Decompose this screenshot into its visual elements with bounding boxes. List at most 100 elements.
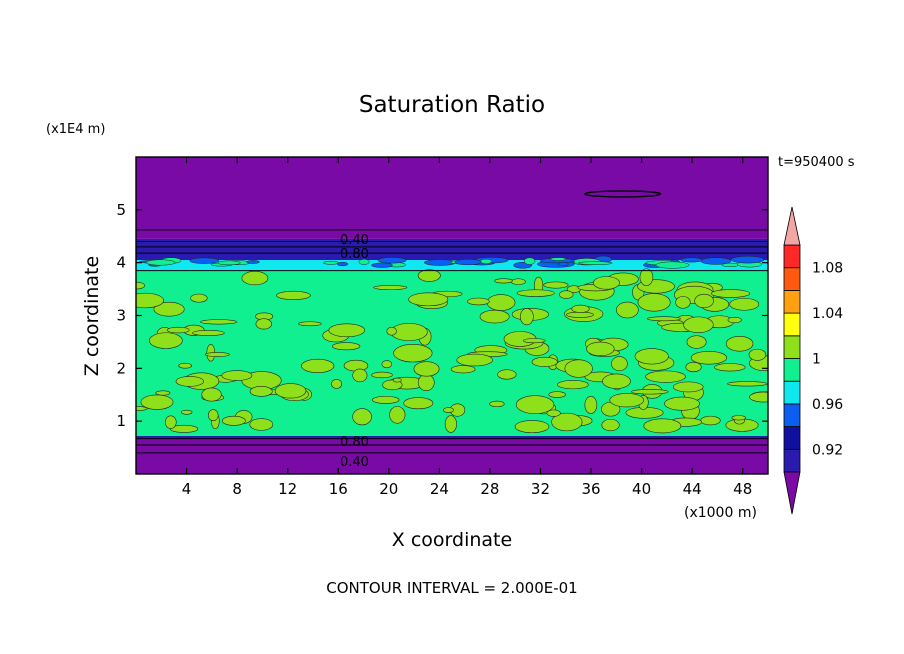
colorbar-label: 1.04 <box>812 306 843 322</box>
cloud-top-fragment <box>371 262 393 268</box>
cloud-top-fragment <box>217 260 241 266</box>
cloud-blob <box>637 293 671 312</box>
x-tick-label: 44 <box>683 480 702 498</box>
cloud-blob <box>516 289 555 297</box>
cloud-blob <box>467 297 490 306</box>
cloud-blob <box>444 415 457 433</box>
y-tick-label: 3 <box>116 307 126 325</box>
cloud-blob <box>643 418 682 434</box>
cloud-blob <box>609 393 645 408</box>
cloud-blob <box>164 415 177 429</box>
cloud-blob <box>672 381 704 393</box>
cloud-blob <box>371 395 400 404</box>
cloud-blob <box>586 341 615 357</box>
cloud-blob <box>694 293 714 309</box>
cloud-blob <box>639 268 654 287</box>
cloud-blob <box>392 377 402 383</box>
cloud-blob <box>200 319 238 325</box>
cloud-blob <box>352 408 372 426</box>
x-tick-label: 12 <box>278 480 297 498</box>
y-axis-ticks: 1 2 3 4 5 <box>116 201 768 430</box>
cloud-blob <box>181 409 193 415</box>
cloud-blob <box>531 356 558 367</box>
x-axis-label: X coordinate <box>392 529 512 551</box>
cloud-blob <box>389 406 406 424</box>
layer-band-4 <box>136 238 768 261</box>
colorbar: 0.92 0.96 1 1.04 1.08 <box>783 206 843 515</box>
colorbar-extend-max <box>783 206 801 246</box>
colorbar-box <box>783 403 801 427</box>
cloud-top-fragment <box>523 257 536 265</box>
x-tick-label: 24 <box>430 480 449 498</box>
cloud-blob <box>729 297 760 311</box>
colorbar-box <box>783 312 801 337</box>
layer-band-5 <box>136 157 768 239</box>
cloud-blob <box>727 316 742 324</box>
cloud-blob <box>456 353 493 367</box>
cloud-blob <box>417 374 435 391</box>
cloud-blob <box>249 386 273 397</box>
cloud-blob <box>601 418 620 432</box>
cloud-blob <box>546 409 561 417</box>
cloud-blob <box>592 276 620 290</box>
cloud-blob <box>393 344 433 363</box>
contour-closed <box>583 190 662 198</box>
cloud-blob <box>725 335 754 352</box>
cloud-blob <box>136 292 164 309</box>
x-tick-label: 36 <box>581 480 600 498</box>
time-label: t=950400 s <box>778 155 855 170</box>
x-unit-label: (x1000 m) <box>684 505 757 521</box>
cloud-blob <box>630 389 669 395</box>
x-tick-label: 16 <box>329 480 348 498</box>
cloud-blob <box>634 348 669 365</box>
plot-area <box>136 157 768 474</box>
cloud-blob <box>408 292 449 307</box>
cloud-blob <box>714 363 746 372</box>
cloud-top-fragment <box>146 259 176 266</box>
cloud-blob <box>301 358 335 373</box>
cloud-blob <box>298 321 322 327</box>
cloud-blob <box>489 400 505 408</box>
cloud-blob <box>332 342 361 351</box>
contour-label-top-1: 0.40 <box>340 233 369 248</box>
cloud-blob <box>417 269 441 282</box>
cloud-blob <box>343 359 369 372</box>
cloud-top-fragment <box>454 259 482 266</box>
cloud-blob <box>611 356 628 372</box>
colorbar-box <box>783 448 801 473</box>
cloud-blob <box>241 271 269 286</box>
cloud-blob <box>450 365 476 374</box>
cloud-blob <box>201 387 222 402</box>
cloud-top-fragment <box>358 259 370 265</box>
cloud-top-fragment <box>323 261 339 265</box>
cloud-blob <box>584 396 598 414</box>
cloud-top-fragment <box>700 257 732 265</box>
cloud-blob <box>149 332 183 349</box>
x-tick-label: 8 <box>232 480 242 498</box>
layer-band-1 <box>136 435 768 439</box>
colorbar-extend-min <box>783 471 801 515</box>
cloud-blob <box>700 415 721 426</box>
cloud-blob <box>571 304 590 313</box>
cloud-blob <box>686 335 707 349</box>
cloud-blob <box>486 294 516 311</box>
cloud-blob <box>371 371 393 379</box>
x-tick-label: 40 <box>632 480 651 498</box>
cloud-blob <box>221 415 246 426</box>
cloud-top-fragment <box>577 261 613 265</box>
colorbar-box <box>783 358 801 382</box>
cloud-blob <box>675 296 691 309</box>
cloud-top-fragment <box>246 260 260 264</box>
colorbar-box <box>783 426 801 450</box>
cloud-top-fragment <box>377 257 407 264</box>
contour-lines <box>136 190 768 454</box>
cloud-blob <box>494 278 513 284</box>
cloud-blob <box>443 407 454 413</box>
cloud-blob <box>685 361 702 373</box>
cloud-blob <box>647 316 681 322</box>
y-axis-label: Z coordinate <box>81 256 103 376</box>
contour-label-bottom-1: 0.80 <box>340 435 369 450</box>
cloud-blob <box>519 308 534 326</box>
y-tick-label: 5 <box>116 201 126 219</box>
cloud-blob <box>373 285 408 290</box>
